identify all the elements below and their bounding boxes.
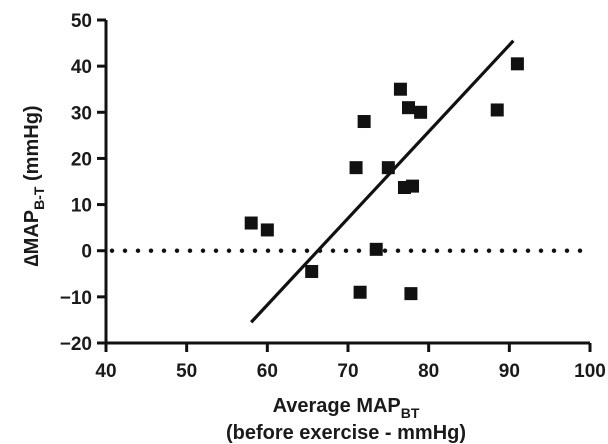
data-point: [244, 216, 258, 230]
y-tick-label: −20: [60, 334, 92, 355]
y-tick-label: 50: [71, 11, 92, 32]
y-axis-title: ∆MAPB-T (mmHg): [21, 105, 47, 266]
data-point: [406, 179, 420, 193]
plot-area: [97, 18, 593, 352]
y-tick-label: 0: [81, 242, 92, 263]
data-point: [381, 161, 395, 175]
data-point: [353, 285, 367, 299]
data-point: [349, 161, 363, 175]
y-tick-label: 20: [71, 149, 92, 170]
x-tick-label: 40: [95, 361, 116, 382]
data-point: [305, 264, 319, 278]
x-tick-label: 70: [337, 361, 358, 382]
y-axis-tick-labels: −20 −10 0 10 20 30 40 50: [60, 11, 92, 355]
y-tick-label: −10: [60, 288, 92, 309]
y-tick-label: 30: [71, 103, 92, 124]
regression-line: [250, 39, 515, 324]
data-point: [404, 287, 418, 301]
data-point: [414, 105, 428, 119]
data-point: [260, 223, 274, 237]
x-tick-label: 60: [257, 361, 278, 382]
data-point: [357, 115, 371, 129]
data-point: [402, 101, 415, 115]
y-tick-label: 10: [71, 196, 92, 217]
data-point: [490, 103, 504, 117]
data-point: [393, 82, 407, 96]
x-tick-label: 50: [176, 361, 197, 382]
x-axis-tick-labels: 40 50 60 70 80 90 100: [95, 361, 605, 382]
data-point: [369, 242, 383, 256]
x-axis-title: Average MAPBT: [273, 395, 420, 421]
x-tick-label: 100: [574, 361, 606, 382]
x-axis-title-line2: (before exercise - mmHg): [226, 422, 466, 444]
y-tick-label: 40: [71, 57, 92, 78]
data-point: [510, 57, 524, 71]
x-tick-label: 90: [499, 361, 520, 382]
x-tick-label: 80: [418, 361, 439, 382]
